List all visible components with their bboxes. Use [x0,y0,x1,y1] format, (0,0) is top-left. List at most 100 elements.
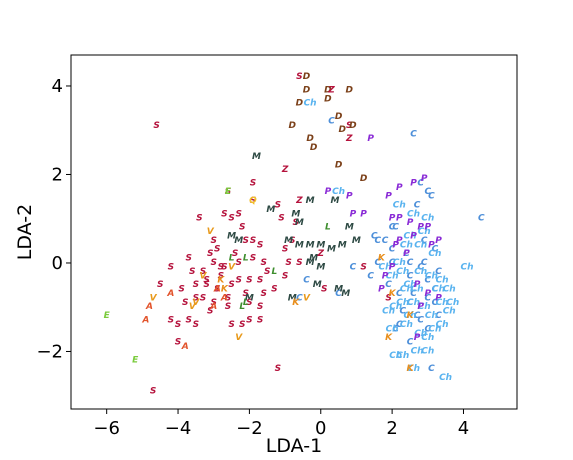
point-p-4: P [360,209,367,219]
point-q-0: Q [249,196,257,206]
point-c-1: C [478,214,485,224]
point-ch-35: Ch [428,249,441,259]
point-m-4: M [284,236,293,246]
point-s-37: S [243,236,249,246]
point-s-50: S [185,316,191,326]
x-tick-label: −4 [165,418,192,439]
point-d-13: D [303,85,311,95]
point-d-8: D [338,125,346,135]
point-ch-1: Ch [332,187,345,197]
point-e-0: E [104,311,111,321]
point-p-12: P [417,223,424,233]
point-z-2: Z [281,165,289,175]
point-s-44: S [282,271,288,281]
point-l-6: L [225,187,231,197]
point-ch-27: Ch [389,302,402,312]
point-a-1: A [145,302,153,312]
point-p-19: P [389,262,396,272]
point-s-73: S [214,245,220,255]
point-s-71: S [235,258,241,268]
point-c-22: C [350,262,357,272]
point-s-33: S [207,307,213,317]
point-m-22: M [306,258,315,268]
point-s-13: S [257,240,263,250]
point-s-4: S [221,209,227,219]
point-s-11: S [250,236,256,246]
point-m-17: M [334,285,343,295]
y-tick-label: 4 [52,76,63,97]
point-s-31: S [193,293,199,303]
point-p-10: P [396,214,403,224]
point-c-16: C [424,324,431,334]
point-c-35: C [371,231,378,241]
point-p-18: P [403,249,410,259]
point-ch-31: Ch [446,298,459,308]
point-s-69: S [360,262,366,272]
point-c-17: C [435,311,442,321]
point-m-8: M [316,240,325,250]
point-p-15: P [396,236,403,246]
point-d-1: D [324,85,332,95]
point-p-0: P [367,134,374,144]
point-ch-28: Ch [382,307,395,317]
x-tick-label: 2 [386,418,397,439]
point-m-13: M [306,196,315,206]
point-c-2: C [414,201,421,211]
point-s-54: S [168,316,174,326]
point-m-20: M [288,293,297,303]
point-d-12: D [360,174,368,184]
point-s-48: S [246,316,252,326]
point-s-17: S [260,289,266,299]
point-s-22: S [218,271,224,281]
point-c-25: C [335,289,342,299]
point-c-5: C [374,236,381,246]
point-p-6: P [396,183,403,193]
x-tick-label: −2 [236,418,263,439]
point-ch-20: Ch [407,298,420,308]
point-p-24: P [435,293,442,303]
point-m-15: M [227,231,236,241]
point-p-1: P [325,187,332,197]
point-p-17: P [392,240,399,250]
point-m-3: M [295,218,304,228]
point-ch-6: Ch [396,351,409,361]
point-c-28: C [399,307,406,317]
point-s-38: S [225,302,231,312]
point-ch-17: Ch [396,267,409,277]
point-s-28: S [193,280,199,290]
point-ch-21: Ch [400,285,413,295]
point-c-21: C [374,258,381,268]
point-c-4: C [382,236,389,246]
point-ch-30: Ch [443,285,456,295]
point-s-14: S [260,258,266,268]
point-p-2: P [346,192,353,202]
point-a-3: A [166,289,174,299]
point-ch-18: Ch [386,271,399,281]
point-s-46: S [289,236,295,246]
point-s-25: S [210,298,216,308]
point-s-53: S [175,320,181,330]
point-d-7: D [288,121,296,131]
point-c-13: C [417,316,424,326]
point-z-1: Z [345,134,353,144]
point-a-6: A [209,302,217,312]
point-p-5: P [385,192,392,202]
point-ch-43: Ch [393,258,406,268]
point-c-44: C [396,289,403,299]
point-s-66: S [321,285,327,295]
point-z-3: Z [295,196,303,206]
point-l-1: L [229,254,235,264]
point-c-9: C [432,245,439,255]
point-k-0: K [407,364,415,374]
point-a-0: A [141,316,149,326]
point-s-16: S [257,276,263,286]
point-a-2: A [181,342,189,352]
point-c-8: C [421,236,428,246]
point-s-41: S [246,298,252,308]
point-l-4: L [243,298,249,308]
point-ch-29: Ch [436,276,449,286]
point-l-5: L [239,302,245,312]
point-c-40: C [392,324,399,334]
point-s-58: S [168,262,174,272]
point-ch-7: Ch [389,351,402,361]
